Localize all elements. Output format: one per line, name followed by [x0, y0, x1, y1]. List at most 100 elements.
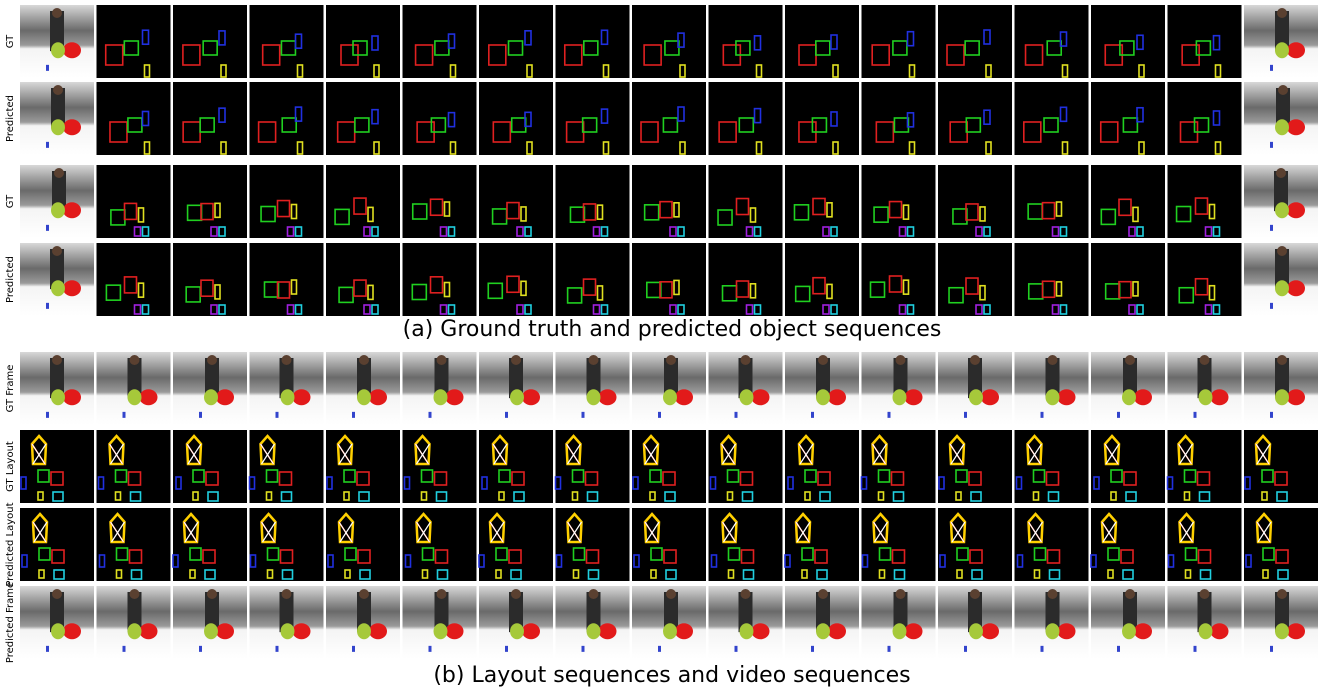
frame-bg — [479, 243, 553, 316]
red-bowl — [1287, 42, 1305, 58]
layout-frame — [1244, 508, 1318, 581]
head — [207, 589, 217, 599]
layout-frame — [479, 243, 553, 316]
green-jar — [893, 623, 907, 639]
green-jar — [434, 623, 448, 639]
cup — [658, 646, 661, 652]
head — [1125, 589, 1135, 599]
row-label: GT — [5, 194, 16, 208]
row-label: Predicted Frame — [5, 582, 16, 663]
green-jar — [587, 389, 601, 405]
photo-frame — [556, 586, 630, 659]
photo-frame — [862, 352, 936, 425]
layout-frame — [403, 430, 477, 503]
layout-frame — [632, 5, 706, 78]
frame-bg — [862, 243, 936, 316]
red-bowl — [63, 623, 81, 639]
red-bowl — [369, 623, 387, 639]
frame-bg — [785, 243, 859, 316]
layout-frame — [1244, 430, 1318, 503]
layout-frame — [709, 243, 783, 316]
layout-frame — [1168, 165, 1242, 238]
cup — [1270, 225, 1273, 231]
head — [896, 589, 906, 599]
photo-frame — [326, 352, 400, 425]
head — [130, 355, 140, 365]
cup — [1270, 65, 1273, 71]
photo-frame — [20, 586, 94, 659]
layout-frame — [709, 165, 783, 238]
frame-bg — [709, 243, 783, 316]
layout-frame — [556, 5, 630, 78]
photo-frame — [20, 165, 94, 238]
row-label: Predicted — [5, 95, 16, 142]
head — [896, 355, 906, 365]
layout-frame — [403, 165, 477, 238]
layout-frame — [479, 165, 553, 238]
frame-bg — [250, 165, 324, 238]
cup — [735, 646, 738, 652]
layout-frame — [1091, 5, 1165, 78]
photo-frame — [20, 243, 94, 316]
row-label: GT Layout — [5, 441, 16, 492]
layout-frame — [326, 165, 400, 238]
photo-frame — [250, 352, 324, 425]
red-bowl — [216, 623, 234, 639]
cup — [276, 412, 279, 418]
layout-frame — [326, 430, 400, 503]
layout-frame — [709, 430, 783, 503]
cup — [46, 142, 49, 148]
head — [1277, 355, 1287, 365]
photo-frame — [938, 586, 1012, 659]
cup — [429, 646, 432, 652]
red-bowl — [1287, 389, 1305, 405]
layout-frame — [250, 430, 324, 503]
frame-bg — [403, 243, 477, 316]
green-jar — [357, 389, 371, 405]
layout-frame — [1168, 508, 1242, 581]
layout-frame — [250, 165, 324, 238]
layout-frame — [250, 243, 324, 316]
cup — [1270, 303, 1273, 309]
cup — [811, 646, 814, 652]
photo-frame — [1244, 165, 1318, 238]
layout-frame — [785, 5, 859, 78]
green-jar — [1275, 280, 1289, 296]
layout-frame — [862, 5, 936, 78]
layout-frame — [1091, 430, 1165, 503]
red-bowl — [63, 202, 81, 218]
layout-frame — [1168, 82, 1242, 155]
row-label: GT Frame — [5, 365, 16, 413]
head — [437, 589, 447, 599]
cup — [505, 412, 508, 418]
green-jar — [281, 389, 295, 405]
red-bowl — [63, 389, 81, 405]
layout-frame — [862, 243, 936, 316]
head — [1276, 168, 1286, 178]
photo-frame — [403, 586, 477, 659]
frame-bg — [709, 165, 783, 238]
green-jar — [1275, 389, 1289, 405]
head — [52, 246, 62, 256]
layout-frame — [709, 5, 783, 78]
layout-frame — [862, 508, 936, 581]
photo-frame — [403, 352, 477, 425]
cup — [811, 412, 814, 418]
layout-frame — [556, 430, 630, 503]
head — [1200, 589, 1210, 599]
red-bowl — [1134, 389, 1152, 405]
photo-frame — [556, 352, 630, 425]
head — [970, 355, 980, 365]
photo-frame — [785, 586, 859, 659]
green-jar — [740, 389, 754, 405]
cup — [505, 646, 508, 652]
green-jar — [816, 623, 830, 639]
head — [52, 589, 62, 599]
layout-frame — [1015, 430, 1089, 503]
photo-frame — [785, 352, 859, 425]
cup — [888, 646, 891, 652]
layout-frame — [173, 430, 247, 503]
layout-frame — [1168, 5, 1242, 78]
photo-frame — [1168, 586, 1242, 659]
photo-frame — [20, 5, 94, 78]
